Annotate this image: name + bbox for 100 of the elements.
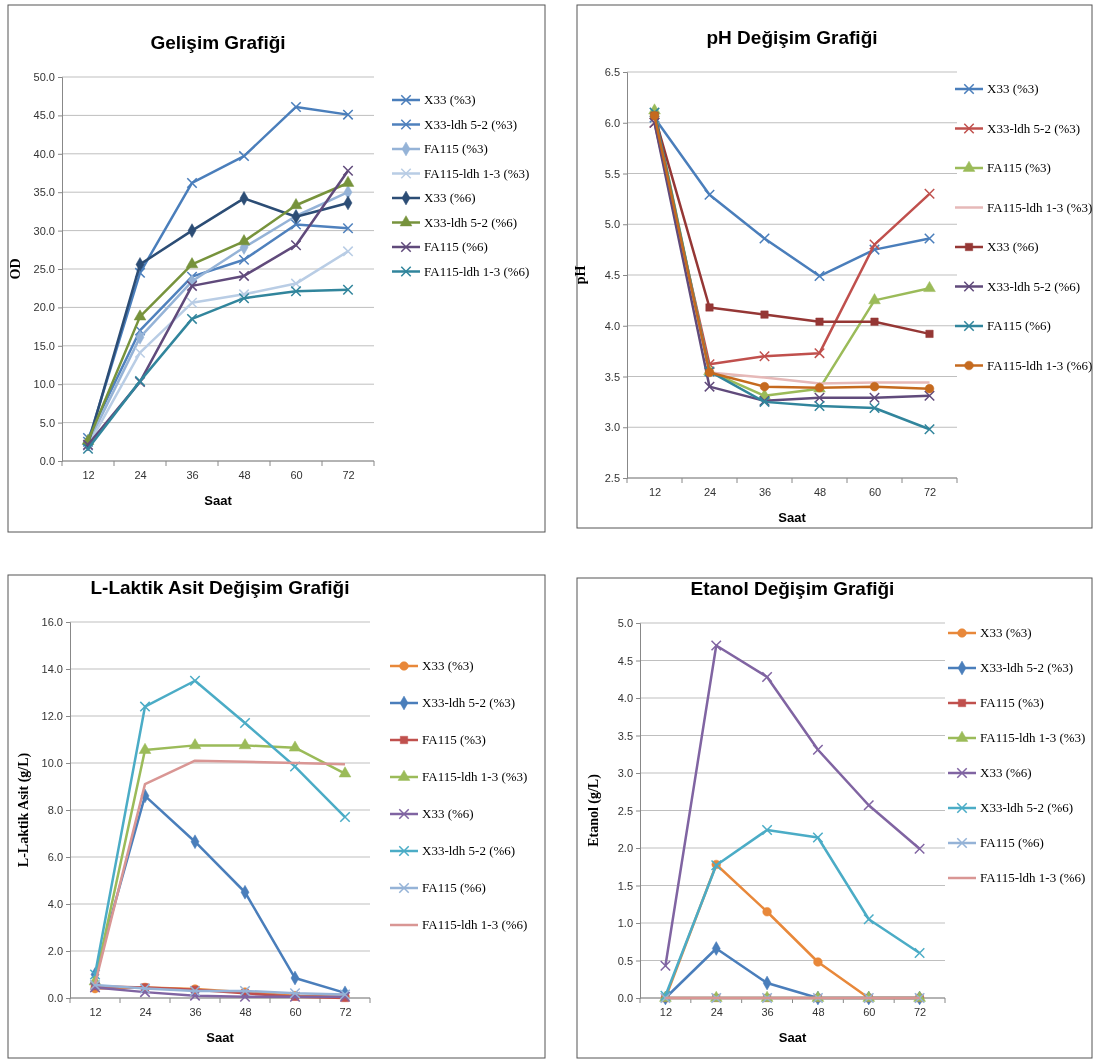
legend-label: FA115 (%6) <box>422 880 486 895</box>
x-tick-label: 36 <box>186 468 199 481</box>
x-tick-label: 12 <box>659 1005 673 1018</box>
y-tick-label: 45.0 <box>33 109 55 122</box>
chart-title: pH Değişim Grafiği <box>706 27 878 48</box>
x-tick-label: 72 <box>339 1005 352 1018</box>
x-axis-title: Saat <box>778 510 807 525</box>
y-tick-label: 1.5 <box>617 879 633 892</box>
legend-label: FA115-ldh 1-3 (%6) <box>987 357 1093 373</box>
legend-label: FA115-ldh 1-3 (%3) <box>987 199 1093 215</box>
chart-title: Gelişim Grafiği <box>150 32 286 53</box>
legend-label: X33-ldh 5-2 (%6) <box>424 214 518 230</box>
legend-label: FA115-ldh 1-3 (%6) <box>424 263 530 279</box>
x-tick-label: 72 <box>342 468 355 481</box>
legend-label: X33-ldh 5-2 (%3) <box>987 120 1081 136</box>
x-axis-title: Saat <box>204 493 233 508</box>
y-tick-label: 4.0 <box>604 319 620 332</box>
y-tick-label: 0.0 <box>617 992 633 1005</box>
x-tick-label: 12 <box>648 485 662 498</box>
y-tick-label: 20.0 <box>33 301 55 314</box>
x-tick-label: 72 <box>913 1005 927 1018</box>
x-tick-label: 12 <box>82 468 95 481</box>
chart-title: L-Laktik Asit Değişim Grafiği <box>90 577 350 598</box>
legend-label: FA115-ldh 1-3 (%6) <box>980 870 1086 885</box>
legend-label: X33 (%3) <box>987 81 1039 96</box>
legend-label: FA115-ldh 1-3 (%3) <box>422 769 528 784</box>
y-tick-label: 2.5 <box>604 472 620 485</box>
y-tick-label: 3.5 <box>617 729 633 742</box>
y-tick-label: 5.0 <box>604 218 620 231</box>
legend-label: X33-ldh 5-2 (%6) <box>987 278 1081 294</box>
legend-label: FA115 (%6) <box>987 318 1051 333</box>
chart-title: Etanol Değişim Grafiği <box>690 578 895 599</box>
y-tick-label: 16.0 <box>41 616 63 629</box>
x-tick-label: 60 <box>290 468 303 481</box>
legend-label: X33-ldh 5-2 (%3) <box>980 660 1074 675</box>
x-tick-label: 48 <box>813 485 827 498</box>
x-tick-label: 72 <box>923 485 937 498</box>
x-tick-label: 24 <box>134 468 147 481</box>
y-axis-title: pH <box>573 265 588 285</box>
y-tick-label: 0.0 <box>39 455 55 468</box>
y-tick-label: 0.5 <box>617 954 633 967</box>
legend-label: X33 (%6) <box>422 806 474 821</box>
x-tick-label: 48 <box>238 468 251 481</box>
y-axis-title: L-Laktik Asit (g/L) <box>16 752 32 868</box>
y-tick-label: 12.0 <box>41 710 63 723</box>
y-tick-label: 10.0 <box>41 757 63 770</box>
legend-label: X33-ldh 5-2 (%3) <box>422 695 516 710</box>
x-tick-label: 24 <box>139 1005 152 1018</box>
y-tick-label: 2.5 <box>617 804 633 817</box>
legend-label: FA115-ldh 1-3 (%6) <box>422 917 528 932</box>
legend-label: X33-ldh 5-2 (%6) <box>980 800 1074 815</box>
y-tick-label: 4.0 <box>617 692 633 705</box>
x-tick-label: 12 <box>89 1005 102 1018</box>
y-tick-label: 5.5 <box>604 167 620 180</box>
x-tick-label: 60 <box>868 485 882 498</box>
y-tick-label: 3.0 <box>617 767 633 780</box>
x-axis-title: Saat <box>206 1030 235 1045</box>
y-tick-label: 5.0 <box>39 416 55 429</box>
y-tick-label: 4.5 <box>617 654 633 667</box>
y-tick-label: 35.0 <box>33 186 55 199</box>
y-tick-label: 25.0 <box>33 263 55 276</box>
y-tick-label: 0.0 <box>47 992 63 1005</box>
legend-label: X33 (%6) <box>980 765 1032 780</box>
y-tick-label: 3.5 <box>604 370 620 383</box>
legend-label: X33 (%3) <box>980 625 1032 640</box>
y-axis-title: Etanol (g/L) <box>586 773 602 847</box>
y-tick-label: 4.0 <box>47 898 63 911</box>
legend-label: FA115 (%3) <box>424 141 488 156</box>
legend-label: FA115 (%6) <box>980 835 1044 850</box>
y-tick-label: 6.5 <box>604 66 620 79</box>
y-tick-label: 8.0 <box>47 804 63 817</box>
y-tick-label: 50.0 <box>33 71 55 84</box>
x-tick-label: 36 <box>761 1005 774 1018</box>
x-tick-label: 36 <box>758 485 772 498</box>
legend-label: FA115 (%3) <box>422 732 486 747</box>
x-tick-label: 36 <box>189 1005 202 1018</box>
y-tick-label: 2.0 <box>47 945 63 958</box>
x-tick-label: 60 <box>289 1005 302 1018</box>
legend-label: X33 (%3) <box>424 92 476 107</box>
legend-label: X33 (%6) <box>424 190 476 205</box>
legend-label: FA115 (%6) <box>424 239 488 254</box>
y-tick-label: 15.0 <box>33 339 55 352</box>
legend-label: FA115 (%3) <box>987 160 1051 175</box>
legend-label: FA115 (%3) <box>980 695 1044 710</box>
x-tick-label: 60 <box>863 1005 876 1018</box>
y-tick-label: 4.5 <box>604 269 620 282</box>
y-axis-title: OD <box>8 258 23 280</box>
legend-label: X33-ldh 5-2 (%6) <box>422 843 516 858</box>
y-tick-label: 30.0 <box>33 224 55 237</box>
y-tick-label: 10.0 <box>33 378 55 391</box>
y-tick-label: 6.0 <box>604 116 620 129</box>
y-tick-label: 5.0 <box>617 617 633 630</box>
y-tick-label: 1.0 <box>617 917 633 930</box>
x-tick-label: 48 <box>812 1005 825 1018</box>
x-tick-label: 48 <box>239 1005 252 1018</box>
x-axis-title: Saat <box>778 1030 807 1045</box>
x-tick-label: 24 <box>703 485 717 498</box>
legend-label: X33 (%3) <box>422 658 474 673</box>
legend-label: X33 (%6) <box>987 239 1039 254</box>
y-tick-label: 3.0 <box>604 421 620 434</box>
